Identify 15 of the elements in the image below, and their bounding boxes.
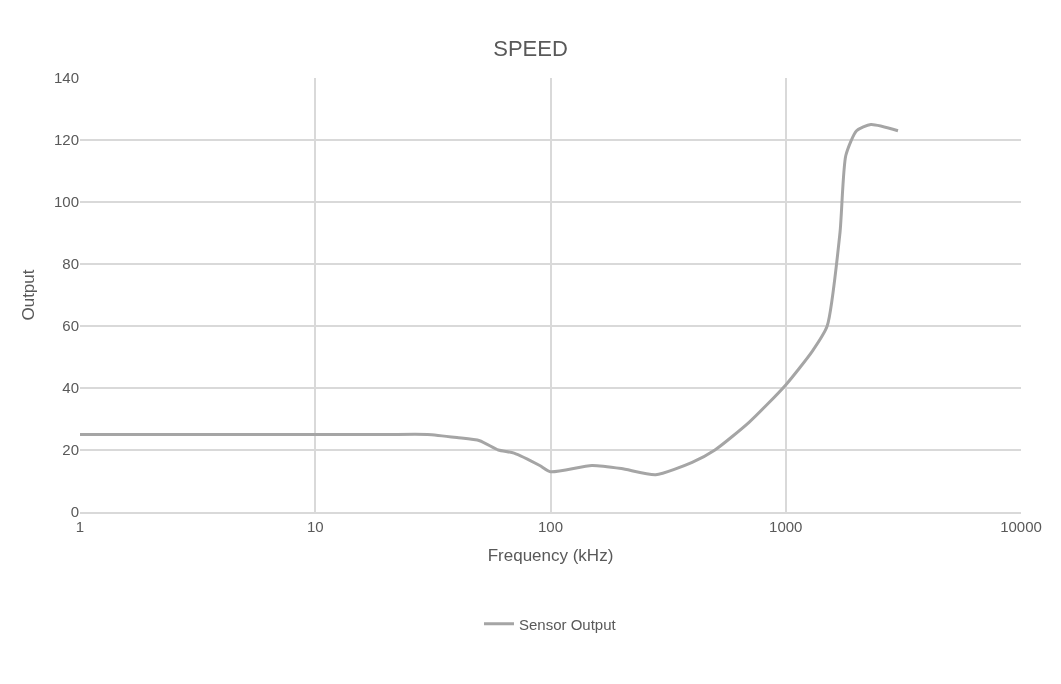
x-tick-label: 1000 (769, 517, 803, 535)
y-axis-title: Output (18, 269, 38, 321)
x-axis-title: Frequency (kHz) (487, 545, 614, 565)
x-tick-label: 10 (306, 517, 324, 535)
y-tick-label: 40 (62, 379, 79, 397)
x-tick-label: 10000 (1000, 517, 1042, 535)
y-tick-label: 140 (53, 69, 79, 87)
legend-label: Sensor Output (519, 615, 617, 633)
chart-title: SPEED (493, 36, 568, 62)
y-tick-label: 120 (53, 131, 79, 149)
y-tick-label: 20 (62, 441, 79, 459)
y-tick-label: 60 (62, 317, 79, 335)
y-tick-label: 100 (53, 193, 79, 211)
x-tick-label: 100 (537, 517, 564, 535)
y-tick-label: 80 (62, 255, 79, 273)
